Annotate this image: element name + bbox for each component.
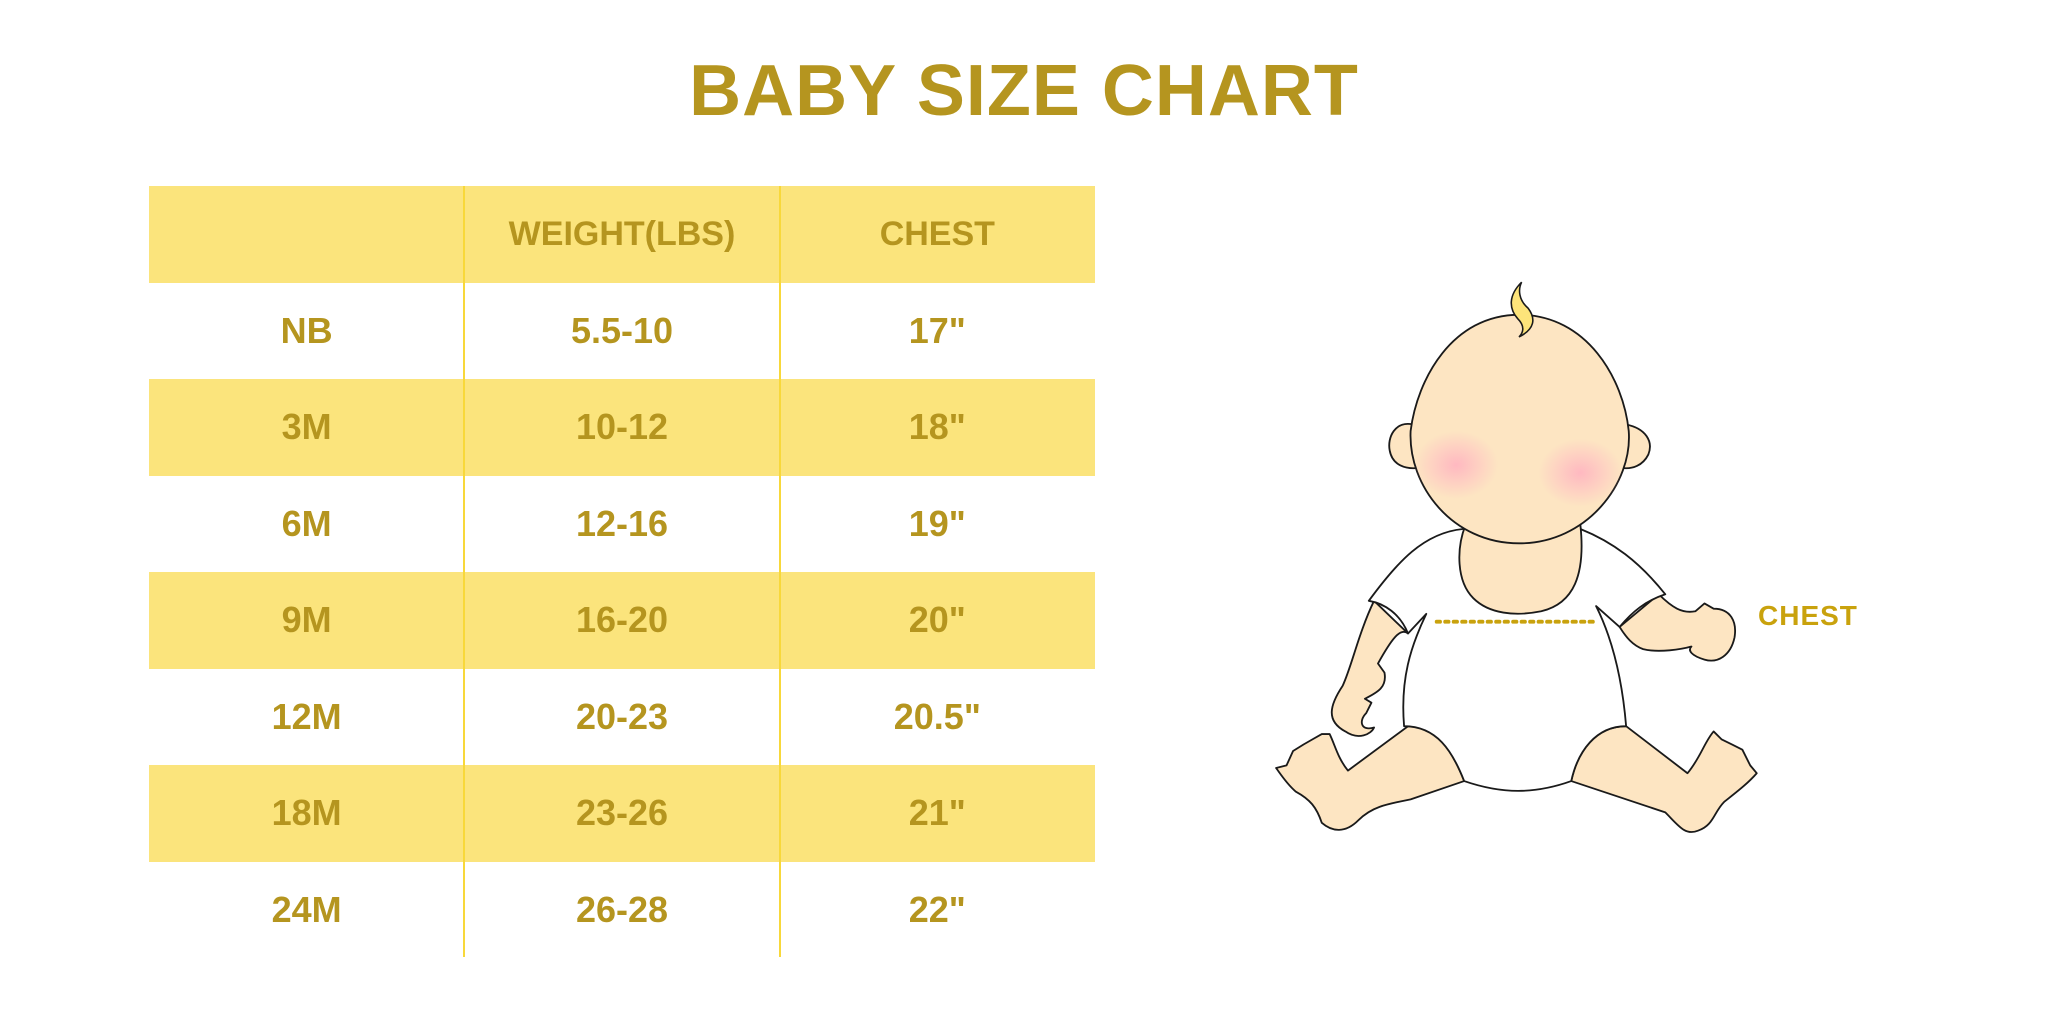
right-cheek bbox=[1538, 438, 1623, 507]
size-cell: 3M bbox=[281, 406, 332, 448]
size-cell: 9M bbox=[281, 599, 332, 641]
size-cell: NB bbox=[280, 309, 333, 351]
chest-cell: 17" bbox=[908, 309, 966, 351]
chest-label: CHEST bbox=[1758, 600, 1858, 631]
chest-cell: 19" bbox=[908, 502, 966, 544]
chest-cell: 22" bbox=[908, 888, 966, 930]
table-row: 9M 16-20 20" bbox=[149, 572, 1095, 669]
weight-cell: 10-12 bbox=[575, 406, 669, 448]
size-cell: 18M bbox=[271, 792, 342, 834]
hair-tuft bbox=[1510, 281, 1534, 338]
table-row: 3M 10-12 18" bbox=[149, 379, 1095, 476]
size-cell: 12M bbox=[271, 695, 342, 737]
right-leg bbox=[1570, 725, 1758, 833]
table-row: 12M 20-23 20.5" bbox=[149, 669, 1095, 766]
onesie bbox=[1367, 528, 1667, 792]
neck bbox=[1458, 524, 1583, 615]
left-leg bbox=[1275, 725, 1466, 831]
table-row: 18M 23-26 21" bbox=[149, 765, 1095, 862]
size-cell: 6M bbox=[281, 502, 332, 544]
header-weight: WEIGHT(LBS) bbox=[508, 214, 736, 253]
column-divider bbox=[779, 186, 781, 957]
chest-cell: 21" bbox=[908, 792, 966, 834]
header-chest: CHEST bbox=[879, 214, 995, 253]
table-row: NB 5.5-10 17" bbox=[149, 283, 1095, 380]
left-arm bbox=[1330, 599, 1409, 737]
column-divider bbox=[463, 186, 465, 957]
head bbox=[1409, 313, 1630, 545]
page-title: BABY SIZE CHART bbox=[689, 51, 1359, 131]
chest-cell: 18" bbox=[908, 406, 966, 448]
weight-cell: 12-16 bbox=[575, 502, 669, 544]
weight-cell: 20-23 bbox=[575, 695, 669, 737]
chest-cell: 20" bbox=[908, 599, 966, 641]
weight-cell: 23-26 bbox=[575, 792, 669, 834]
size-cell: 24M bbox=[271, 888, 342, 930]
weight-cell: 5.5-10 bbox=[570, 309, 674, 351]
table-header-row: WEIGHT(LBS) CHEST bbox=[149, 186, 1095, 283]
table-row: 6M 12-16 19" bbox=[149, 476, 1095, 573]
chest-cell: 20.5" bbox=[893, 695, 981, 737]
size-table: WEIGHT(LBS) CHEST NB 5.5-10 17" 3M 10-12… bbox=[149, 186, 1095, 958]
weight-cell: 16-20 bbox=[575, 599, 669, 641]
left-cheek bbox=[1414, 431, 1499, 499]
right-arm bbox=[1618, 593, 1736, 662]
weight-cell: 26-28 bbox=[575, 888, 669, 930]
table-row: 24M 26-28 22" bbox=[149, 862, 1095, 959]
